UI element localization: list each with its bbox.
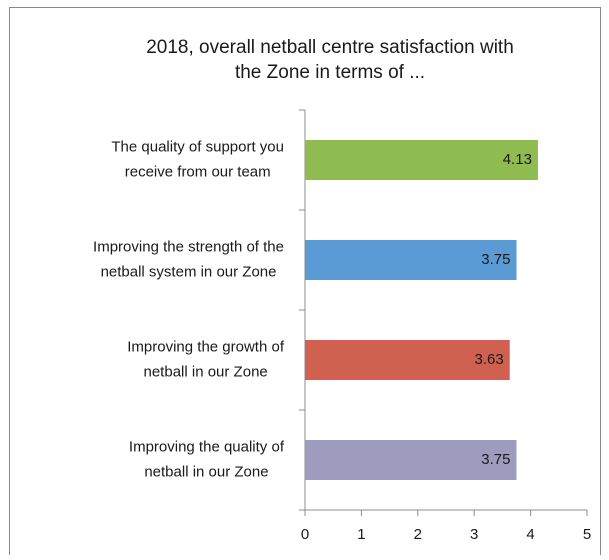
category-label: The quality of support you receive from o…	[111, 138, 284, 180]
chart-title-line: 2018, overall netball centre satisfactio…	[146, 37, 514, 58]
category-label: Improving the quality of netball in our Z…	[129, 438, 285, 480]
bar	[305, 240, 517, 280]
x-tick-label: 2	[414, 526, 422, 543]
value-label: 4.13	[503, 151, 532, 168]
category-label-line: receive from our team	[125, 163, 271, 180]
x-tick-label: 3	[470, 526, 478, 543]
category-label-line: netball system in our Zone	[101, 263, 277, 280]
category-label: Improving the growth of netball in our Zo…	[127, 338, 285, 380]
x-tick-label: 4	[526, 526, 534, 543]
category-label-line: The quality of support you	[111, 138, 284, 155]
value-label: 3.75	[481, 451, 510, 468]
bar	[305, 140, 538, 180]
category-label-line: netball in our Zone	[144, 463, 268, 480]
bar	[305, 440, 517, 480]
category-label-line: Improving the quality of	[129, 438, 285, 455]
x-tick-label: 5	[583, 526, 591, 543]
value-label: 3.63	[475, 351, 504, 368]
bar	[305, 340, 510, 380]
category-label: Improving the strength of the netball sys…	[93, 238, 284, 280]
category-label-line: netball in our Zone	[144, 363, 268, 380]
category-label-line: Improving the strength of the	[93, 238, 284, 255]
x-tick-label: 0	[301, 526, 309, 543]
category-label-line: Improving the growth of	[127, 338, 285, 355]
value-label: 3.75	[481, 251, 510, 268]
x-tick-label: 1	[357, 526, 365, 543]
chart-title-line: the Zone in terms of ...	[235, 62, 425, 83]
